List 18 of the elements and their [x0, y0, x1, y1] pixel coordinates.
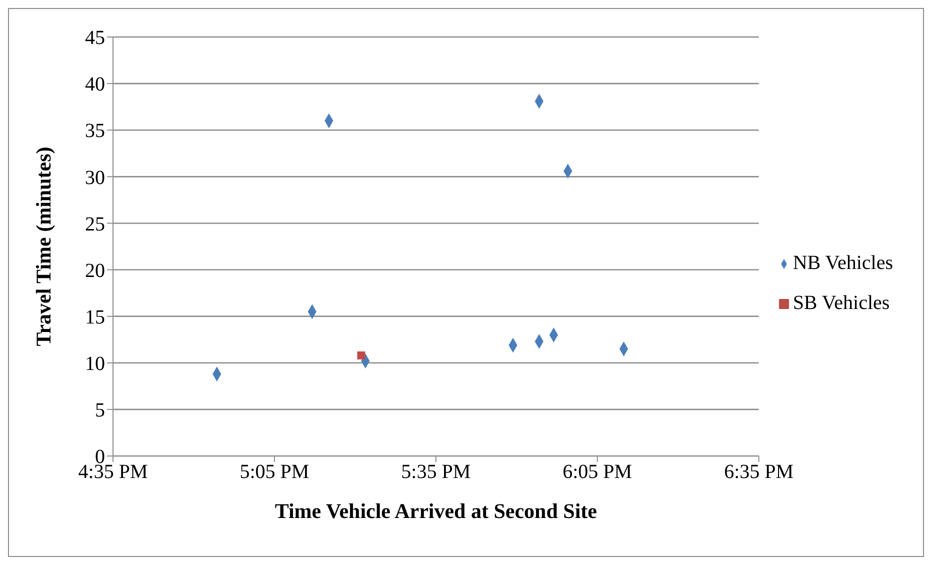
x-tick-label: 6:05 PM: [562, 461, 632, 484]
y-tick-label: 25: [85, 213, 105, 236]
y-tick-label: 5: [95, 400, 105, 422]
y-tick-label: 15: [85, 306, 105, 328]
x-tick-label: 6:35 PM: [724, 461, 794, 484]
y-tick-label: 20: [85, 260, 105, 282]
y-tick-label: 35: [85, 120, 105, 142]
y-tick-label: 30: [85, 166, 105, 189]
y-tick-label: 40: [85, 74, 105, 96]
x-tick-label: 5:05 PM: [240, 461, 310, 484]
point: [357, 351, 366, 360]
y-axis-title: Travel Time (minutes): [31, 146, 56, 346]
x-axis-title: Time Vehicle Arrived at Second Site: [274, 499, 597, 523]
x-tick-label: 5:35 PM: [401, 461, 471, 484]
y-tick-label: 10: [85, 352, 105, 375]
legend-label: SB Vehicles: [792, 292, 890, 314]
y-tick-label: 45: [85, 27, 105, 50]
legend-label: NB Vehicles: [792, 252, 893, 274]
